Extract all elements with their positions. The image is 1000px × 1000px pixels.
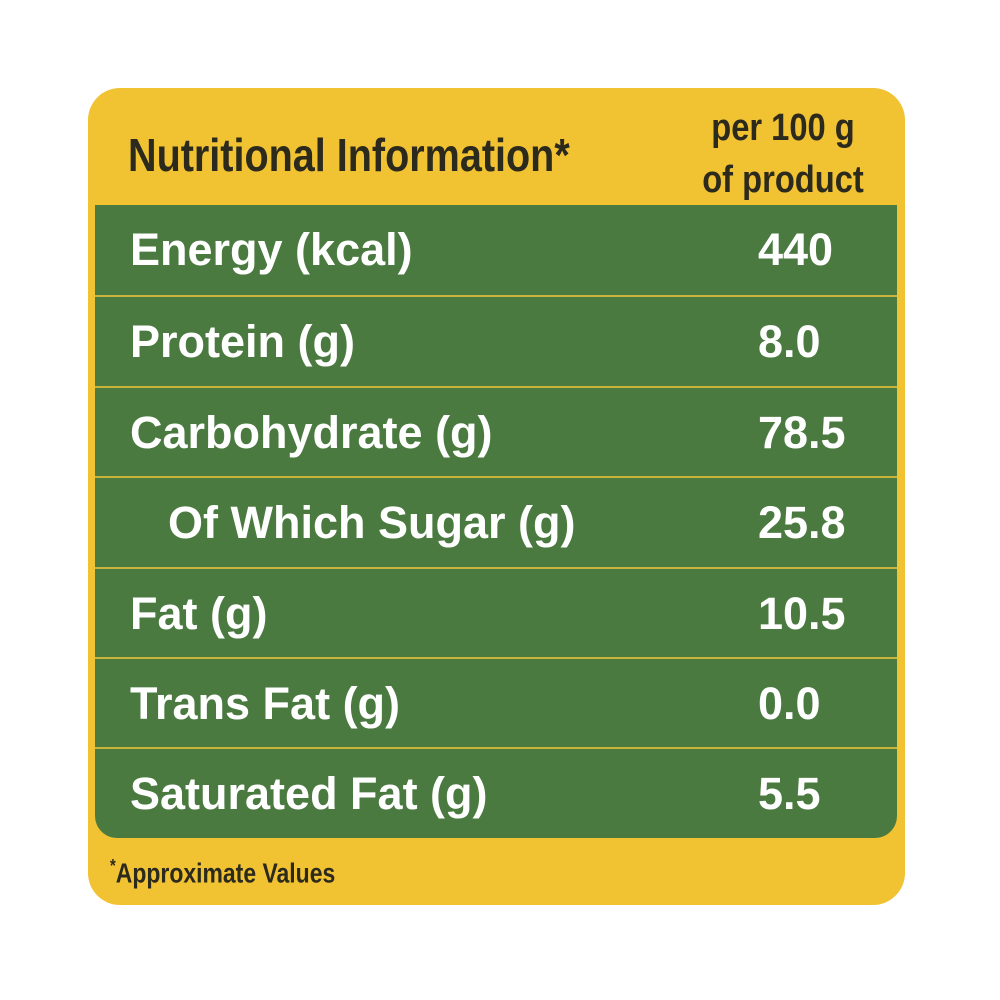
row-value: 10.5 xyxy=(758,587,846,639)
table-row: Carbohydrate (g) 78.5 xyxy=(95,385,897,476)
row-value: 0.0 xyxy=(758,678,821,729)
row-value: 440 xyxy=(758,224,834,275)
row-label: Saturated Fat (g) xyxy=(130,768,488,820)
row-value: 5.5 xyxy=(758,768,821,820)
row-label: Protein (g) xyxy=(130,316,355,368)
footnote-marker: * xyxy=(110,856,116,876)
column-heading-line: of product xyxy=(702,159,864,201)
row-label: Of Which Sugar (g) xyxy=(168,497,576,549)
table-row: Saturated Fat (g) 5.5 xyxy=(95,747,897,837)
footnote: *Approximate Values xyxy=(110,856,335,889)
table-row: Fat (g) 10.5 xyxy=(95,566,897,657)
table-row: Protein (g) 8.0 xyxy=(95,295,897,385)
table-row: Of Which Sugar (g) 25.8 xyxy=(95,476,897,566)
row-label: Carbohydrate (g) xyxy=(130,406,493,458)
table-row: Trans Fat (g) 0.0 xyxy=(95,657,897,747)
column-heading: per 100 g of product xyxy=(701,102,864,206)
row-value: 25.8 xyxy=(758,497,846,549)
row-label: Trans Fat (g) xyxy=(130,678,401,729)
table-row: Energy (kcal) 440 xyxy=(95,205,897,295)
nutrition-table: Energy (kcal) 440 Protein (g) 8.0 Carbohydra… xyxy=(95,205,897,838)
row-value: 8.0 xyxy=(758,316,821,368)
column-heading-line: per 100 g xyxy=(711,107,855,149)
row-value: 78.5 xyxy=(758,406,846,458)
nutrition-card: Nutritional Information* per 100 g of pr… xyxy=(88,88,905,905)
footnote-text: Approximate Values xyxy=(115,857,336,889)
title: Nutritional Information* xyxy=(128,129,570,181)
row-label: Fat (g) xyxy=(130,587,268,639)
row-label: Energy (kcal) xyxy=(130,224,413,275)
